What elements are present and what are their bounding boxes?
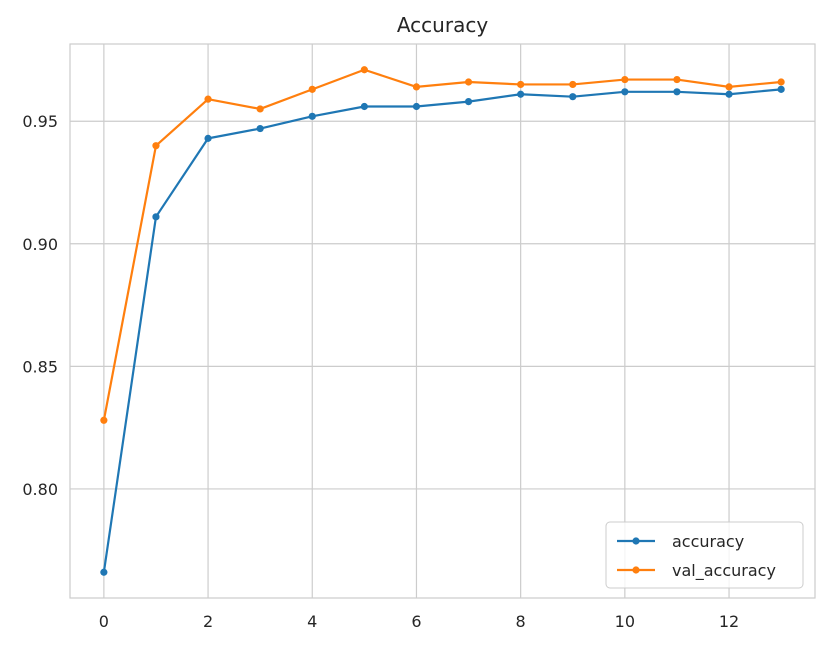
- data-point-val-accuracy: [100, 416, 108, 424]
- legend-entry-accuracy: accuracy: [617, 532, 744, 551]
- x-tick-label: 12: [719, 612, 739, 631]
- data-point-val-accuracy: [360, 66, 368, 74]
- data-point-accuracy: [152, 213, 160, 221]
- legend: accuracy val_accuracy: [605, 521, 804, 589]
- data-point-accuracy: [464, 98, 473, 106]
- data-point-accuracy: [100, 568, 108, 576]
- series-layer: [100, 66, 785, 576]
- series-accuracy: [100, 85, 785, 576]
- data-point-val-accuracy: [464, 78, 473, 86]
- y-tick-label: 0.85: [22, 357, 58, 376]
- x-tick-label: 4: [307, 612, 317, 631]
- legend-label-val-accuracy: val_accuracy: [672, 561, 776, 581]
- data-point-accuracy: [204, 134, 212, 142]
- y-tick-label: 0.90: [22, 235, 58, 254]
- legend-label-accuracy: accuracy: [672, 532, 744, 551]
- data-point-val-accuracy: [673, 75, 681, 84]
- x-tick-label: 2: [203, 612, 213, 631]
- y-tick-label: 0.95: [22, 112, 58, 131]
- data-point-accuracy: [360, 102, 368, 111]
- data-point-accuracy: [412, 102, 421, 111]
- plot-area-background: [70, 44, 815, 598]
- x-tick-label: 8: [516, 612, 526, 631]
- data-point-val-accuracy: [621, 75, 629, 84]
- legend-marker-val-accuracy: [632, 566, 640, 574]
- data-point-accuracy: [777, 85, 785, 93]
- x-tick-label: 6: [411, 612, 421, 631]
- data-point-accuracy: [725, 90, 733, 98]
- data-point-val-accuracy: [517, 80, 525, 89]
- series-line-accuracy: [102, 88, 783, 574]
- data-point-accuracy: [517, 90, 525, 98]
- plot-frame: [69, 43, 816, 599]
- data-point-accuracy: [673, 88, 681, 96]
- chart-title: Accuracy: [397, 13, 488, 37]
- data-point-val-accuracy: [152, 142, 160, 150]
- x-tick-label: 10: [615, 612, 635, 631]
- series-val-accuracy: [100, 66, 785, 424]
- series-line-val-accuracy: [102, 68, 783, 422]
- x-tick-label: 0: [99, 612, 109, 631]
- data-point-accuracy: [621, 88, 629, 96]
- legend-marker-accuracy: [632, 537, 640, 545]
- legend-box: [605, 521, 804, 589]
- data-point-val-accuracy: [412, 83, 421, 91]
- y-tick-label: 0.80: [22, 480, 58, 499]
- data-point-accuracy: [256, 124, 264, 133]
- data-point-val-accuracy: [204, 95, 212, 103]
- data-point-val-accuracy: [777, 78, 785, 86]
- y-tick-labels: 0.80 0.85 0.90 0.95: [22, 112, 58, 499]
- data-point-val-accuracy: [256, 105, 264, 113]
- data-point-val-accuracy: [308, 85, 316, 93]
- data-point-val-accuracy: [569, 80, 577, 89]
- x-tick-labels: 0 2 4 6 8 10 12: [99, 612, 739, 631]
- data-point-accuracy: [308, 112, 316, 120]
- data-point-accuracy: [569, 93, 577, 101]
- data-point-val-accuracy: [725, 83, 733, 91]
- legend-entry-val-accuracy: val_accuracy: [617, 561, 776, 581]
